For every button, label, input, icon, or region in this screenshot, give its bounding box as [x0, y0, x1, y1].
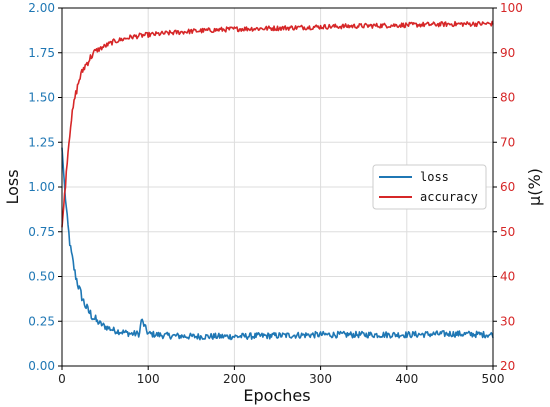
legend: loss accuracy	[372, 164, 487, 210]
y-left-tick-label: 0.50	[28, 270, 55, 284]
y-right-tick-label: 90	[500, 46, 515, 60]
y-axis-left-label: Loss	[3, 169, 22, 204]
y-right-tick-label: 60	[500, 180, 515, 194]
x-tick-label: 500	[482, 372, 505, 386]
series-line-loss	[61, 147, 494, 341]
y-right-tick-label: 50	[500, 225, 515, 239]
legend-label-loss: loss	[420, 170, 449, 184]
x-axis-label: Epoches	[243, 386, 310, 405]
y-right-tick-label: 80	[500, 91, 515, 105]
y-axis-right-label: μ(%)	[525, 168, 544, 206]
series-line-accuracy	[61, 20, 494, 228]
y-right-tick-label: 20	[500, 359, 515, 373]
y-right-tick-label: 70	[500, 135, 515, 149]
tick-layer: 0 100 200 300 400 500 0.00 0.25 0.50 0.75 1.00 1.25…	[28, 1, 523, 386]
x-tick-label: 100	[137, 372, 160, 386]
y-right-tick-label: 100	[500, 1, 523, 15]
y-left-tick-label: 0.25	[28, 314, 55, 328]
y-left-tick-label: 2.00	[28, 1, 55, 15]
x-tick-label: 300	[309, 372, 332, 386]
x-tick-label: 0	[58, 372, 66, 386]
legend-label-accuracy: accuracy	[420, 190, 478, 204]
y-left-tick-label: 1.75	[28, 46, 55, 60]
y-left-tick-label: 1.25	[28, 135, 55, 149]
y-left-tick-label: 0.75	[28, 225, 55, 239]
y-left-tick-label: 1.50	[28, 91, 55, 105]
series-layer	[61, 20, 494, 341]
x-tick-label: 400	[395, 372, 418, 386]
x-tick-label: 200	[223, 372, 246, 386]
y-left-tick-label: 1.00	[28, 180, 55, 194]
y-left-tick-label: 0.00	[28, 359, 55, 373]
y-right-tick-label: 30	[500, 314, 515, 328]
y-right-tick-label: 40	[500, 270, 515, 284]
